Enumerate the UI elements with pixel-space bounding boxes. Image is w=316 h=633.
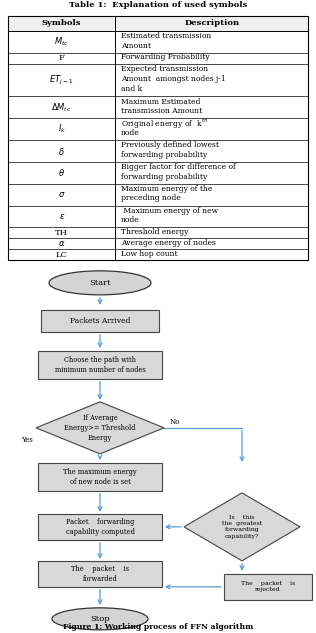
Text: The    packet    is
forwarded: The packet is forwarded [71,565,129,583]
Text: Symbols: Symbols [42,20,82,27]
Text: node: node [121,129,140,137]
Text: and k: and k [121,85,142,93]
Text: Forwarding Probability: Forwarding Probability [121,53,210,61]
Text: Table 1:  Explanation of used symbols: Table 1: Explanation of used symbols [69,1,247,9]
FancyBboxPatch shape [41,310,159,332]
Text: Maximum energy of the: Maximum energy of the [121,185,212,193]
Text: $\sigma$: $\sigma$ [58,190,65,199]
Text: Low hop count: Low hop count [121,250,178,258]
Ellipse shape [52,608,148,630]
Text: No: No [170,418,180,426]
Polygon shape [184,493,300,561]
Text: $ET_{j-1}$: $ET_{j-1}$ [49,73,74,87]
Text: Threshold energy: Threshold energy [121,228,188,236]
Text: Maximum energy of new: Maximum energy of new [121,207,218,215]
Text: Amount: Amount [121,42,151,50]
FancyBboxPatch shape [38,561,162,587]
FancyBboxPatch shape [38,514,162,540]
Text: $\theta$: $\theta$ [58,167,65,179]
Text: forwarding probability: forwarding probability [121,151,207,159]
Text: Expected transmission: Expected transmission [121,65,208,73]
Text: Packets Arrived: Packets Arrived [70,317,130,325]
Text: The maximum energy
of new node is set: The maximum energy of new node is set [63,468,137,486]
Text: Previously defined lowest: Previously defined lowest [121,141,219,149]
Text: Maximum Estimated: Maximum Estimated [121,97,200,106]
Text: Amount  amongst nodes j-1: Amount amongst nodes j-1 [121,75,226,83]
Text: $\varepsilon$: $\varepsilon$ [58,212,65,221]
Text: Figure 1: Working process of FFN algorithm: Figure 1: Working process of FFN algorit… [63,623,253,631]
Text: Stop: Stop [90,615,110,623]
Text: Is    this
the  greatest
forwarding
capability?: Is this the greatest forwarding capabili… [222,515,262,539]
Text: Estimated transmission: Estimated transmission [121,32,211,41]
Text: Average energy of nodes: Average energy of nodes [121,239,216,247]
Text: Description: Description [184,20,239,27]
Text: The    packet    is
rejected: The packet is rejected [241,581,295,592]
Text: Packet    forwarding
capability computed: Packet forwarding capability computed [65,518,134,536]
FancyBboxPatch shape [38,351,162,379]
Text: transmission Amount: transmission Amount [121,107,202,115]
Text: If Average
Energy>= Threshold
Energy: If Average Energy>= Threshold Energy [64,414,136,442]
Text: preceding node: preceding node [121,194,181,203]
Text: node: node [121,216,140,224]
Text: $\delta$: $\delta$ [58,146,65,156]
Bar [8,16,308,31]
Text: Bigger factor for difference of: Bigger factor for difference of [121,163,236,171]
FancyBboxPatch shape [224,574,312,600]
Text: Yes: Yes [21,436,33,444]
Ellipse shape [49,271,151,295]
Text: $\Delta M_{tc}$: $\Delta M_{tc}$ [52,101,72,114]
Text: Original energy of  k$^{th}$: Original energy of k$^{th}$ [121,116,208,130]
Text: $\alpha$: $\alpha$ [58,239,65,248]
Text: $M_{tc}$: $M_{tc}$ [54,35,69,48]
Polygon shape [36,402,164,454]
Text: TH: TH [55,229,68,237]
FancyBboxPatch shape [38,463,162,491]
Text: F: F [59,54,64,62]
Text: LC: LC [56,251,68,259]
Text: $I_k$: $I_k$ [58,123,66,135]
Text: Start: Start [89,279,111,287]
Text: Choose the path with
minimum number of nodes: Choose the path with minimum number of n… [55,356,145,373]
Text: forwarding probability: forwarding probability [121,173,207,180]
